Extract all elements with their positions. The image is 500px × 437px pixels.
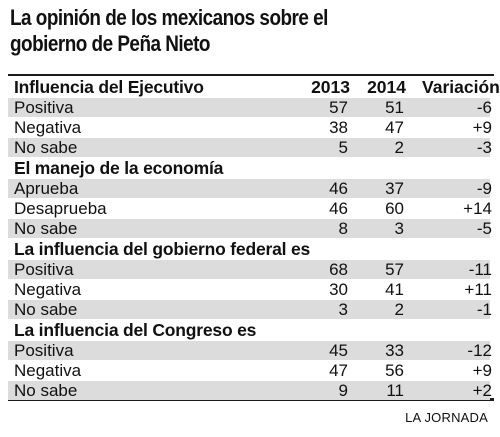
value-variacion: +11 [464,280,492,299]
value-variacion: +14 [463,199,492,218]
table-row: Positiva 57 51 -6 [8,98,492,117]
row-label: Negativa [14,280,82,299]
row-label: No sabe [14,219,78,238]
column-header-2014: 2014 [367,77,406,97]
value-variacion: -5 [476,219,492,238]
row-label: Negativa [14,118,82,137]
table-row: Desaprueba 46 60 +14 [8,199,492,218]
value-variacion: -9 [476,179,492,198]
value-2013: 68 [329,260,348,279]
column-header-variacion: Variación [422,77,500,97]
value-2014: 3 [394,219,404,238]
value-2013: 5 [338,138,348,157]
value-2014: 57 [385,260,404,279]
table-row: No sabe 3 2 -1 [8,300,492,319]
value-2014: 56 [385,361,404,380]
section-heading: El manejo de la economía [14,158,224,178]
table-row: Aprueba 46 37 -9 [8,179,492,198]
row-label: No sabe [14,138,78,157]
value-2013: 38 [329,118,348,137]
row-label: No sabe [14,381,78,400]
table-row: Negativa 30 41 +11 [8,280,492,299]
value-2014: 51 [385,98,404,117]
section-header-congreso: La influencia del Congreso es [8,321,490,340]
value-variacion: +9 [472,361,492,380]
title-line-1: La opinión de los mexicanos sobre el [10,5,328,30]
table-row: No sabe 9 11 +2 [8,381,492,400]
row-label: Negativa [14,361,82,380]
section-header-economia: El manejo de la economía [8,159,490,178]
value-2014: 47 [385,118,404,137]
value-2014: 60 [385,199,404,218]
opinion-table: Influencia del Ejecutivo 2013 2014 Varia… [8,74,500,401]
row-label: No sabe [14,300,78,319]
row-label: Desaprueba [14,199,107,218]
value-variacion: -1 [476,300,492,319]
value-2013: 46 [329,199,348,218]
value-2014: 2 [394,300,404,319]
section-heading: La influencia del Congreso es [14,320,257,340]
table-row: Negativa 38 47 +9 [8,118,492,137]
value-2014: 37 [385,179,404,198]
value-2013: 47 [329,361,348,380]
section-heading: La influencia del gobierno federal es [14,239,311,259]
value-variacion: -6 [476,98,492,117]
value-variacion: +2 [472,381,492,400]
value-2013: 8 [338,219,348,238]
value-2013: 3 [338,300,348,319]
value-2014: 41 [385,280,404,299]
value-2013: 57 [329,98,348,117]
table-row: Positiva 68 57 -11 [8,260,492,279]
section-heading: Influencia del Ejecutivo [14,77,204,97]
value-variacion: -11 [468,260,492,279]
table-row: No sabe 5 2 -3 [8,138,492,157]
title-line-2: gobierno de Peña Nieto [10,31,210,56]
value-variacion: -12 [467,341,492,360]
value-variacion: +9 [472,118,492,137]
section-header-gobierno-federal: La influencia del gobierno federal es [8,240,490,259]
value-2013: 45 [329,341,348,360]
row-label: Positiva [14,341,74,360]
value-variacion: -3 [476,138,492,157]
value-2014: 33 [385,341,404,360]
row-label: Aprueba [14,179,79,198]
table-row: No sabe 8 3 -5 [8,219,492,238]
page-title: La opinión de los mexicanos sobre el gob… [10,4,423,56]
row-label: Positiva [14,98,74,117]
column-header-2013: 2013 [311,77,350,97]
value-2014: 11 [386,381,404,400]
row-label: Positiva [14,260,74,279]
value-2013: 30 [329,280,348,299]
table-row: Positiva 45 33 -12 [8,341,492,360]
section-header-ejecutivo: Influencia del Ejecutivo 2013 2014 Varia… [8,77,500,97]
table-row: Negativa 47 56 +9 [8,361,492,380]
value-2013: 46 [329,179,348,198]
source-credit: LA JORNADA [405,410,488,425]
value-2014: 2 [394,138,404,157]
value-2013: 9 [338,381,348,400]
